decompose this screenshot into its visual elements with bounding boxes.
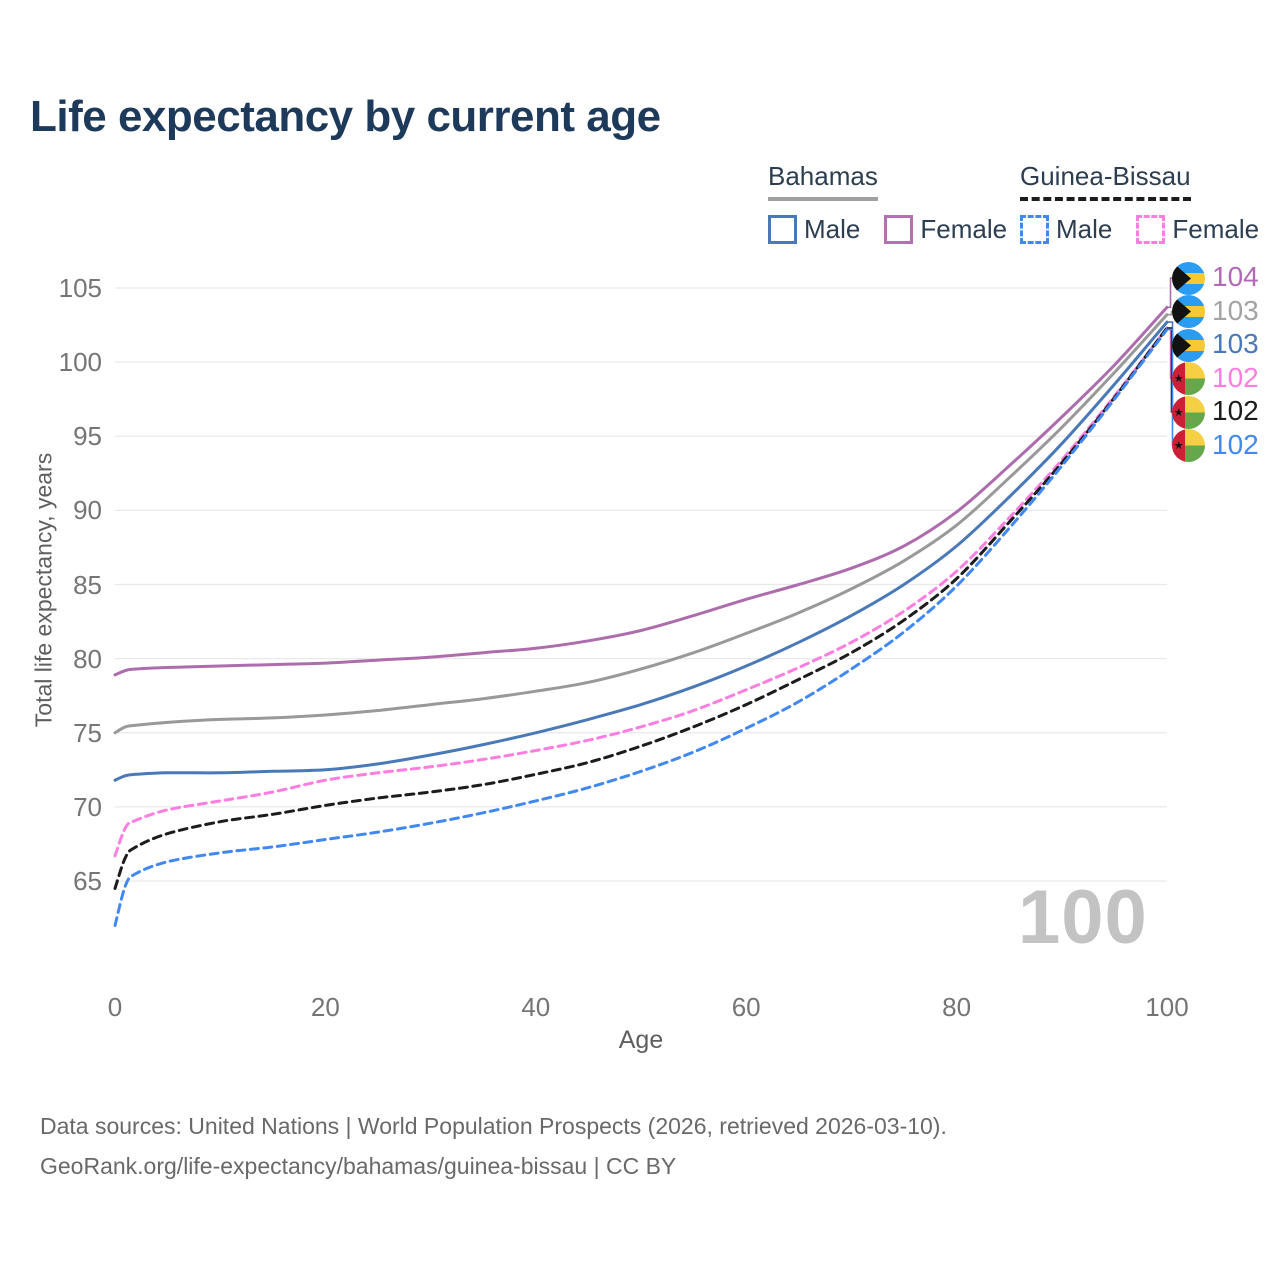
y-tick-label-105: 105 bbox=[58, 273, 102, 303]
series-line-bahamas-both-sexes[interactable] bbox=[113, 313, 1169, 735]
flag-bahamas-icon bbox=[1172, 295, 1205, 328]
legend-group-bahamas: Bahamas Male Female bbox=[768, 161, 1007, 245]
end-label-value: 103 bbox=[1212, 294, 1259, 326]
end-label-value: 102 bbox=[1212, 395, 1259, 426]
end-label-value: 102 bbox=[1212, 428, 1259, 460]
y-tick-label-65: 65 bbox=[73, 866, 102, 896]
legend-item-label: Male bbox=[1056, 214, 1113, 244]
age-watermark: 100 bbox=[1018, 875, 1148, 960]
legend-item-label: Male bbox=[804, 214, 861, 244]
end-label-flag-guinea-bissau: ★ bbox=[1172, 395, 1205, 429]
x-tick-label-60: 60 bbox=[731, 992, 761, 1022]
x-tick-label-80: 80 bbox=[942, 992, 972, 1022]
flag-bahamas-icon bbox=[1172, 328, 1205, 362]
legend-item-bahamas-female[interactable]: Female bbox=[884, 214, 1007, 245]
legend-swatch-icon bbox=[1020, 215, 1049, 244]
x-tick-label-0: 0 bbox=[107, 992, 123, 1022]
x-tick-label-40: 40 bbox=[521, 992, 551, 1022]
flag-guinea-bissau-icon: ★ bbox=[1172, 362, 1205, 395]
y-tick-label-80: 80 bbox=[73, 643, 102, 674]
end-label-value: 104 bbox=[1212, 261, 1259, 292]
end-label-value: 102 bbox=[1212, 361, 1259, 393]
y-tick-label-100: 100 bbox=[58, 347, 102, 378]
legend-country-guinea-bissau[interactable]: Guinea-Bissau bbox=[1020, 161, 1191, 201]
page-title: Life expectancy by current age bbox=[30, 92, 661, 141]
end-label-flag-guinea-bissau: ★ bbox=[1172, 362, 1205, 395]
legend-item-label: Female bbox=[1172, 214, 1260, 244]
legend-swatch-icon bbox=[884, 215, 914, 244]
legend-item-bahamas-male[interactable]: Male bbox=[768, 214, 860, 245]
y-tick-label-95: 95 bbox=[73, 421, 102, 452]
series-line-bahamas-male[interactable] bbox=[113, 320, 1169, 782]
y-tick-label-70: 70 bbox=[73, 791, 102, 822]
legend-swatch-icon bbox=[1136, 215, 1166, 244]
svg-text:★: ★ bbox=[1174, 373, 1184, 385]
x-axis-title: Age bbox=[618, 1026, 664, 1054]
flag-bahamas-icon bbox=[1172, 261, 1205, 295]
end-label-flag-bahamas bbox=[1172, 261, 1205, 295]
series-line-guinea-bissau-both-sexes[interactable] bbox=[113, 326, 1169, 890]
legend-item-guinea-bissau-male[interactable]: Male bbox=[1020, 214, 1112, 245]
y-tick-label-90: 90 bbox=[73, 495, 102, 526]
svg-text:★: ★ bbox=[1174, 407, 1184, 419]
legend-country-bahamas[interactable]: Bahamas bbox=[768, 161, 878, 201]
x-tick-label-20: 20 bbox=[310, 992, 340, 1022]
legend-swatch-icon bbox=[768, 215, 797, 244]
y-axis-title: Total life expectancy, years bbox=[30, 452, 57, 728]
end-label-flag-bahamas bbox=[1172, 295, 1205, 328]
end-label-flag-guinea-bissau: ★ bbox=[1172, 429, 1205, 462]
series-line-bahamas-female[interactable] bbox=[113, 305, 1169, 677]
flag-guinea-bissau-icon: ★ bbox=[1172, 395, 1205, 429]
footer-datasource: Data sources: United Nations | World Pop… bbox=[40, 1113, 947, 1139]
legend-item-guinea-bissau-female[interactable]: Female bbox=[1136, 214, 1259, 245]
legend-group-guinea-bissau: Guinea-Bissau Male Female bbox=[1020, 161, 1259, 245]
end-label-value: 103 bbox=[1212, 328, 1259, 359]
legend-item-label: Female bbox=[920, 214, 1008, 244]
series-line-guinea-bissau-female[interactable] bbox=[113, 326, 1169, 858]
svg-text:★: ★ bbox=[1174, 440, 1184, 452]
series-line-guinea-bissau-male[interactable] bbox=[113, 328, 1169, 927]
end-label-flag-bahamas bbox=[1172, 328, 1205, 362]
x-tick-label-100: 100 bbox=[1145, 992, 1189, 1022]
y-tick-label-85: 85 bbox=[73, 569, 102, 600]
footer-attribution: GeoRank.org/life-expectancy/bahamas/guin… bbox=[40, 1153, 677, 1179]
footer: Data sources: United Nations | World Pop… bbox=[40, 1106, 947, 1186]
flag-guinea-bissau-icon: ★ bbox=[1172, 429, 1205, 462]
y-tick-label-75: 75 bbox=[73, 717, 102, 748]
